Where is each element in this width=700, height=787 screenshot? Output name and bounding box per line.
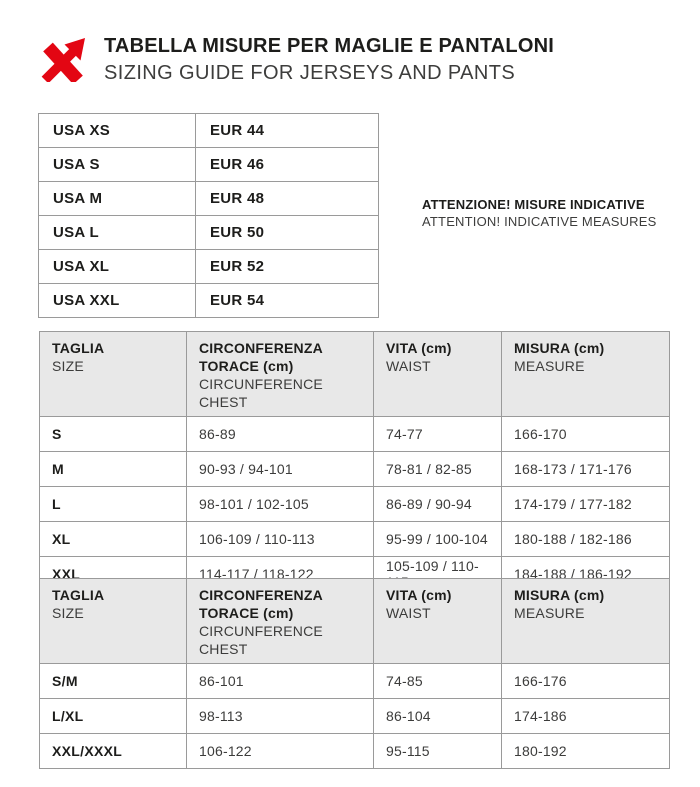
waist-cell: 86-89 / 90-94 bbox=[373, 486, 502, 522]
waist-cell: 74-85 bbox=[373, 663, 502, 699]
conversion-row: USA XS EUR 44 bbox=[38, 113, 379, 148]
waist-cell: 95-115 bbox=[373, 733, 502, 769]
measure-cell: 180-188 / 182-186 bbox=[501, 521, 670, 557]
eur-size-cell: EUR 48 bbox=[195, 181, 379, 216]
col-label-en: SIZE bbox=[52, 605, 84, 621]
waist-cell: 95-99 / 100-104 bbox=[373, 521, 502, 557]
col-label-en: CIRCUNFERENCE CHEST bbox=[199, 376, 323, 410]
measure-cell: 166-176 bbox=[501, 663, 670, 699]
chest-cell: 90-93 / 94-101 bbox=[186, 451, 374, 487]
size-cell: L bbox=[39, 486, 187, 522]
measure-cell: 168-173 / 171-176 bbox=[501, 451, 670, 487]
eur-size-cell: EUR 52 bbox=[195, 249, 379, 284]
size-cell: XL bbox=[39, 521, 187, 557]
usa-eur-conversion-table: USA XS EUR 44 USA S EUR 46 USA M EUR 48 … bbox=[38, 113, 379, 318]
eur-size-cell: EUR 54 bbox=[195, 283, 379, 318]
col-label-it: VITA (cm) bbox=[386, 340, 452, 356]
usa-size-cell: USA XXL bbox=[38, 283, 196, 318]
col-header-measure: MISURA (cm) MEASURE bbox=[501, 331, 670, 417]
col-label-it: CIRCONFERENZA bbox=[199, 587, 323, 603]
header-row: TAGLIA SIZE CIRCONFERENZA TORACE (cm) CI… bbox=[39, 331, 670, 417]
chest-cell: 98-113 bbox=[186, 698, 374, 734]
col-label-en: WAIST bbox=[386, 358, 431, 374]
jerseys-sizing-table: TAGLIA SIZE CIRCONFERENZA TORACE (cm) CI… bbox=[39, 331, 670, 592]
jerseys-sizing-table-wrapper: TAGLIA SIZE CIRCONFERENZA TORACE (cm) CI… bbox=[39, 331, 670, 592]
col-label-en: CIRCUNFERENCE CHEST bbox=[199, 623, 323, 657]
size-cell: M bbox=[39, 451, 187, 487]
size-row: M 90-93 / 94-101 78-81 / 82-85 168-173 /… bbox=[39, 451, 670, 487]
page-header: TABELLA MISURE PER MAGLIE E PANTALONI SI… bbox=[104, 33, 554, 86]
size-row: L 98-101 / 102-105 86-89 / 90-94 174-179… bbox=[39, 486, 670, 522]
size-cell: S/M bbox=[39, 663, 187, 699]
size-row: S/M 86-101 74-85 166-176 bbox=[39, 663, 670, 699]
measure-cell: 166-170 bbox=[501, 416, 670, 452]
conversion-row: USA S EUR 46 bbox=[38, 147, 379, 182]
col-header-chest: CIRCONFERENZA TORACE (cm) CIRCUNFERENCE … bbox=[186, 578, 374, 664]
waist-cell: 86-104 bbox=[373, 698, 502, 734]
waist-cell: 74-77 bbox=[373, 416, 502, 452]
col-label-it: VITA (cm) bbox=[386, 587, 452, 603]
col-header-measure: MISURA (cm) MEASURE bbox=[501, 578, 670, 664]
size-row: XL 106-109 / 110-113 95-99 / 100-104 180… bbox=[39, 521, 670, 557]
usa-size-cell: USA M bbox=[38, 181, 196, 216]
conversion-row: USA XXL EUR 54 bbox=[38, 283, 379, 318]
col-header-size: TAGLIA SIZE bbox=[39, 578, 187, 664]
size-cell: XXL/XXXL bbox=[39, 733, 187, 769]
col-label-en: MEASURE bbox=[514, 358, 585, 374]
col-label-en: WAIST bbox=[386, 605, 431, 621]
waist-cell: 78-81 / 82-85 bbox=[373, 451, 502, 487]
col-header-size: TAGLIA SIZE bbox=[39, 331, 187, 417]
chest-cell: 106-109 / 110-113 bbox=[186, 521, 374, 557]
col-header-waist: VITA (cm) WAIST bbox=[373, 331, 502, 417]
conversion-table: USA XS EUR 44 USA S EUR 46 USA M EUR 48 … bbox=[38, 113, 379, 318]
usa-size-cell: USA XL bbox=[38, 249, 196, 284]
col-label-en: SIZE bbox=[52, 358, 84, 374]
eur-size-cell: EUR 50 bbox=[195, 215, 379, 250]
col-header-chest: CIRCONFERENZA TORACE (cm) CIRCUNFERENCE … bbox=[186, 331, 374, 417]
conversion-row: USA L EUR 50 bbox=[38, 215, 379, 250]
col-label-it: MISURA (cm) bbox=[514, 587, 605, 603]
eur-size-cell: EUR 44 bbox=[195, 113, 379, 148]
col-label-it: TAGLIA bbox=[52, 340, 105, 356]
chest-cell: 106-122 bbox=[186, 733, 374, 769]
chest-cell: 86-89 bbox=[186, 416, 374, 452]
col-label-it: CIRCONFERENZA bbox=[199, 340, 323, 356]
col-label-it: TAGLIA bbox=[52, 587, 105, 603]
brand-logo bbox=[40, 34, 88, 85]
conversion-row: USA M EUR 48 bbox=[38, 181, 379, 216]
usa-size-cell: USA L bbox=[38, 215, 196, 250]
page-title-english: SIZING GUIDE FOR JERSEYS AND PANTS bbox=[104, 62, 516, 84]
col-label-it: MISURA (cm) bbox=[514, 340, 605, 356]
measure-cell: 174-179 / 177-182 bbox=[501, 486, 670, 522]
measure-cell: 174-186 bbox=[501, 698, 670, 734]
indicative-measures-notice: ATTENZIONE! MISURE INDICATIVE ATTENTION!… bbox=[422, 196, 656, 230]
combined-sizing-table-wrapper: TAGLIA SIZE CIRCONFERENZA TORACE (cm) CI… bbox=[39, 578, 670, 769]
col-label-it2: TORACE (cm) bbox=[199, 358, 294, 374]
notice-english: ATTENTION! INDICATIVE MEASURES bbox=[422, 214, 657, 229]
x-arrow-logo-icon bbox=[41, 38, 85, 85]
header-row: TAGLIA SIZE CIRCONFERENZA TORACE (cm) CI… bbox=[39, 578, 670, 664]
chest-cell: 86-101 bbox=[186, 663, 374, 699]
size-cell: S bbox=[39, 416, 187, 452]
eur-size-cell: EUR 46 bbox=[195, 147, 379, 182]
col-header-waist: VITA (cm) WAIST bbox=[373, 578, 502, 664]
size-cell: L/XL bbox=[39, 698, 187, 734]
measure-cell: 180-192 bbox=[501, 733, 670, 769]
chest-cell: 98-101 / 102-105 bbox=[186, 486, 374, 522]
combined-sizing-table: TAGLIA SIZE CIRCONFERENZA TORACE (cm) CI… bbox=[39, 578, 670, 769]
usa-size-cell: USA XS bbox=[38, 113, 196, 148]
size-row: L/XL 98-113 86-104 174-186 bbox=[39, 698, 670, 734]
col-label-it2: TORACE (cm) bbox=[199, 605, 294, 621]
conversion-row: USA XL EUR 52 bbox=[38, 249, 379, 284]
page-title-italian: TABELLA MISURE PER MAGLIE E PANTALONI bbox=[104, 35, 554, 57]
usa-size-cell: USA S bbox=[38, 147, 196, 182]
size-row: S 86-89 74-77 166-170 bbox=[39, 416, 670, 452]
size-row: XXL/XXXL 106-122 95-115 180-192 bbox=[39, 733, 670, 769]
col-label-en: MEASURE bbox=[514, 605, 585, 621]
notice-italian: ATTENZIONE! MISURE INDICATIVE bbox=[422, 197, 645, 212]
